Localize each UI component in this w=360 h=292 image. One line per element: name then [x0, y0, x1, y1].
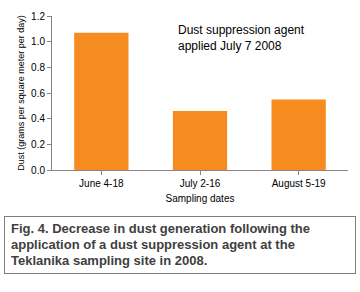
svg-text:0.0: 0.0: [31, 165, 45, 176]
svg-text:Dust suppression agentapplied: Dust suppression agentapplied July 7 200…: [178, 23, 305, 53]
svg-text:Dust (grams per square meter p: Dust (grams per square meter per day): [16, 15, 26, 171]
svg-text:August 5-19: August 5-19: [272, 178, 326, 189]
svg-text:July 2-16: July 2-16: [180, 178, 221, 189]
svg-text:1.0: 1.0: [31, 36, 45, 47]
html-text:Fig. 4. Decrease in dust gener: Fig. 4. Decrease in dust generation foll…: [11, 221, 310, 268]
svg-text:1.2: 1.2: [31, 11, 45, 22]
svg-text:Sampling dates: Sampling dates: [166, 193, 235, 204]
svg-text:0.8: 0.8: [31, 62, 45, 73]
svg-text:0.2: 0.2: [31, 139, 45, 150]
svg-text:0.6: 0.6: [31, 88, 45, 99]
svg-text:0.4: 0.4: [31, 113, 45, 124]
svg-text:June 4-18: June 4-18: [79, 178, 124, 189]
